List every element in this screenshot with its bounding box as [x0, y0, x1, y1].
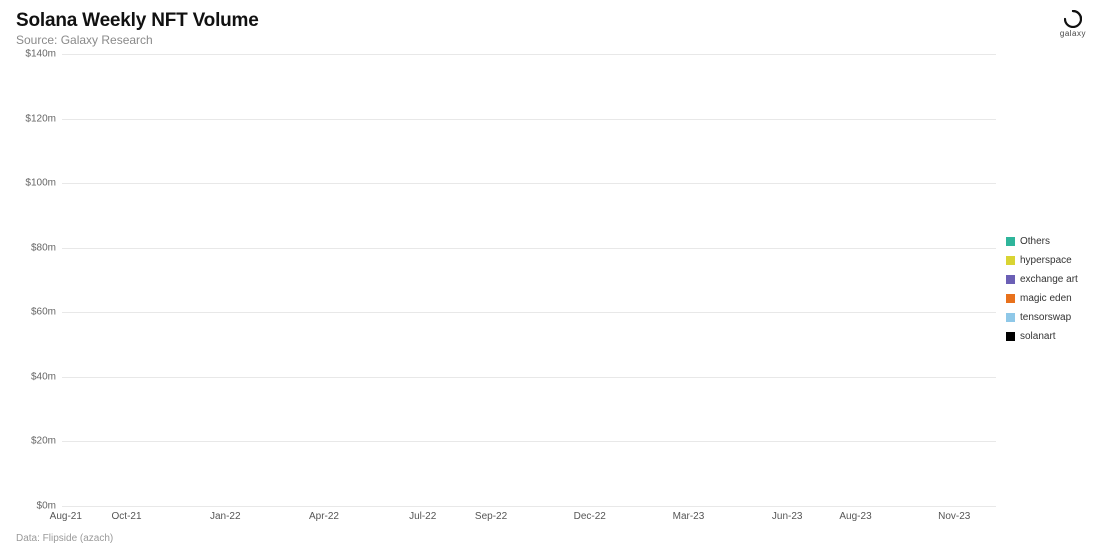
- y-tick-label: $20m: [16, 436, 60, 447]
- x-tick-label: Jan-22: [210, 511, 241, 522]
- legend: Others hyperspace exchange art magic eden te…: [996, 54, 1086, 524]
- legend-swatch: [1006, 275, 1015, 284]
- legend-label: tensorswap: [1020, 312, 1071, 323]
- x-tick-label: Jul-22: [409, 511, 436, 522]
- x-tick-label: Oct-21: [112, 511, 142, 522]
- y-tick-label: $100m: [16, 178, 60, 189]
- legend-swatch: [1006, 332, 1015, 341]
- y-tick-label: $80m: [16, 242, 60, 253]
- x-axis: Aug-21Oct-21Jan-22Apr-22Jul-22Sep-22Dec-…: [62, 506, 996, 524]
- y-tick-label: $120m: [16, 113, 60, 124]
- legend-label: exchange art: [1020, 274, 1078, 285]
- bars-container: [62, 54, 996, 506]
- chart-subtitle: Source: Galaxy Research: [16, 33, 1084, 47]
- y-tick-label: $40m: [16, 371, 60, 382]
- y-axis: $0m$20m$40m$60m$80m$100m$120m$140m: [16, 54, 60, 506]
- legend-swatch: [1006, 294, 1015, 303]
- x-tick-label: Aug-23: [839, 511, 871, 522]
- x-tick-label: Aug-21: [50, 511, 82, 522]
- y-tick-label: $60m: [16, 307, 60, 318]
- legend-item-others: Others: [1006, 236, 1086, 247]
- brand-logo-text: galaxy: [1060, 29, 1086, 38]
- x-tick-label: Dec-22: [574, 511, 606, 522]
- legend-label: Others: [1020, 236, 1050, 247]
- legend-swatch: [1006, 313, 1015, 322]
- x-tick-label: Mar-23: [673, 511, 705, 522]
- galaxy-icon: [1064, 10, 1082, 28]
- legend-item-solanart: solanart: [1006, 331, 1086, 342]
- chart-area: $0m$20m$40m$60m$80m$100m$120m$140m Aug-2…: [16, 54, 1086, 524]
- plot-area: $0m$20m$40m$60m$80m$100m$120m$140m Aug-2…: [16, 54, 996, 524]
- legend-label: magic eden: [1020, 293, 1072, 304]
- x-tick-label: Jun-23: [772, 511, 803, 522]
- legend-swatch: [1006, 237, 1015, 246]
- legend-label: hyperspace: [1020, 255, 1072, 266]
- x-tick-label: Sep-22: [475, 511, 507, 522]
- legend-item-exchange_art: exchange art: [1006, 274, 1086, 285]
- chart-title: Solana Weekly NFT Volume: [16, 10, 1084, 32]
- brand-logo: galaxy: [1060, 10, 1086, 38]
- x-tick-label: Nov-23: [938, 511, 970, 522]
- y-tick-label: $0m: [16, 501, 60, 512]
- legend-item-hyperspace: hyperspace: [1006, 255, 1086, 266]
- chart-header: Solana Weekly NFT Volume Source: Galaxy …: [0, 0, 1100, 49]
- legend-item-tensorswap: tensorswap: [1006, 312, 1086, 323]
- legend-swatch: [1006, 256, 1015, 265]
- chart-footer: Data: Flipside (azach): [16, 533, 113, 544]
- x-tick-label: Apr-22: [309, 511, 339, 522]
- legend-item-magic_eden: magic eden: [1006, 293, 1086, 304]
- y-tick-label: $140m: [16, 49, 60, 60]
- legend-label: solanart: [1020, 331, 1056, 342]
